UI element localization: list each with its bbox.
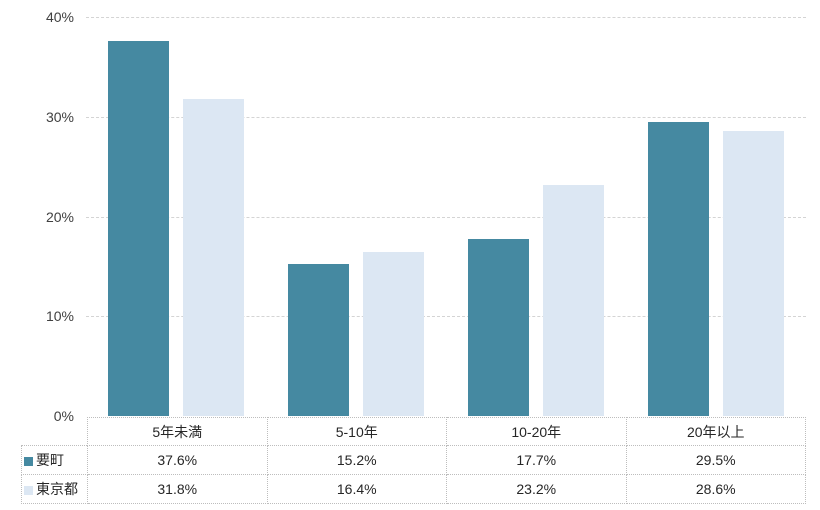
series-name-cell: 東京都 [21, 474, 88, 504]
bar-series1-cat2 [287, 264, 349, 416]
table-corner-cell [22, 418, 88, 446]
bar-series2-cat4 [723, 130, 785, 416]
category-header-cell: 5-10年 [266, 417, 447, 446]
bar-group-2 [266, 17, 446, 416]
data-table: 5年未満 5-10年 10-20年 20年以上要町 37.6% 15.2% 17.7% 29.… [21, 417, 806, 504]
bar-series2-cat2 [363, 252, 425, 416]
category-header-cell: 5年未満 [87, 417, 268, 446]
value-cell: 16.4% [266, 474, 447, 504]
category-header-cell: 20年以上 [625, 417, 806, 446]
bar-series1-cat3 [467, 239, 529, 416]
y-axis-label: 40% [45, 9, 74, 25]
bar-group-3 [446, 17, 626, 416]
bar-group-1 [86, 17, 266, 416]
bar-series1-cat1 [107, 40, 169, 416]
value-cell: 17.7% [446, 445, 627, 475]
value-cell: 37.6% [87, 445, 268, 475]
gridline-20% [86, 216, 806, 218]
gridline-40% [86, 17, 806, 18]
bar-group-4 [626, 17, 806, 416]
category-header-cell: 10-20年 [446, 417, 627, 446]
table-row: 東京都 31.8% 16.4% 23.2% 28.6% [21, 474, 806, 504]
value-cell: 31.8% [87, 474, 268, 504]
value-cell: 29.5% [625, 445, 806, 475]
value-cell: 23.2% [446, 474, 627, 504]
bar-series1-cat4 [647, 121, 709, 416]
value-cell: 28.6% [625, 474, 806, 504]
series-name-label: 要町 [36, 452, 64, 468]
y-axis-label: 10% [45, 308, 74, 325]
series-name-cell: 要町 [21, 445, 88, 475]
y-axis-label: 30% [45, 108, 74, 125]
bar-series2-cat3 [543, 184, 605, 416]
value-cell: 15.2% [266, 445, 447, 475]
plot-area [86, 17, 806, 416]
legend-swatch-icon [24, 457, 33, 466]
table-row: 要町 37.6% 15.2% 17.7% 29.5% [21, 445, 806, 475]
gridline-10% [86, 316, 806, 318]
y-axis-label: 0% [53, 408, 74, 424]
bar-series2-cat1 [183, 98, 245, 416]
y-axis-label: 20% [45, 208, 74, 225]
series-name-label: 東京都 [36, 481, 78, 497]
gridline-30% [86, 116, 806, 118]
legend-swatch-icon [24, 486, 33, 495]
